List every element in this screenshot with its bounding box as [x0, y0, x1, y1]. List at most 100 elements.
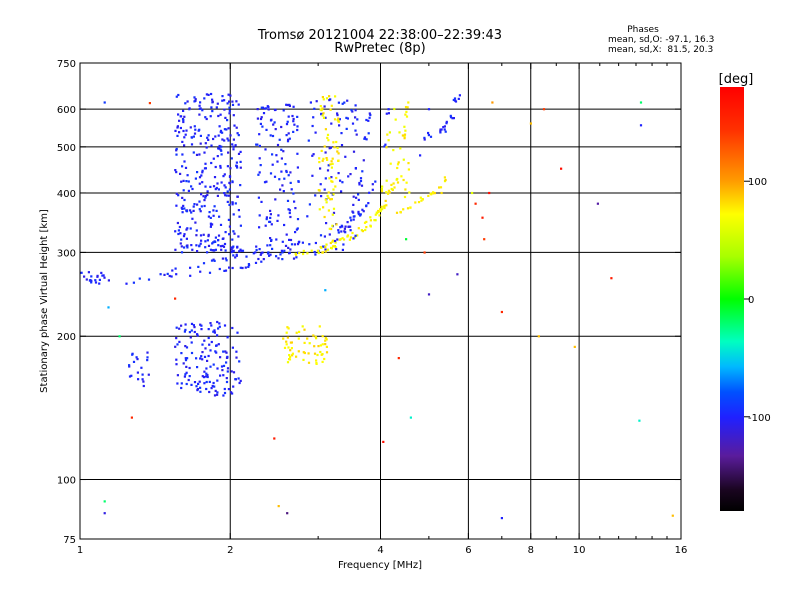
echo-point	[200, 355, 203, 358]
echo-point	[427, 293, 431, 296]
echo-point	[356, 234, 359, 237]
echo-point	[352, 203, 355, 206]
echo-point	[218, 215, 221, 218]
echo-point	[474, 202, 477, 205]
echo-point	[259, 122, 262, 125]
echo-point	[331, 157, 334, 160]
echo-point	[231, 203, 234, 206]
x-tick-label: 2	[227, 545, 233, 556]
echo-point	[280, 249, 283, 252]
echo-point	[295, 253, 298, 256]
echo-point	[212, 157, 215, 160]
echo-point	[205, 146, 208, 149]
echo-point	[387, 108, 390, 111]
echo-point	[229, 94, 232, 97]
echo-point	[268, 220, 271, 223]
echo-point	[269, 209, 272, 212]
echo-point	[262, 112, 266, 115]
echo-point	[291, 354, 294, 357]
echo-point	[347, 225, 350, 228]
echo-point	[178, 119, 181, 122]
echo-point	[341, 181, 344, 184]
echo-point	[451, 117, 454, 120]
echo-point	[201, 181, 204, 184]
echo-point	[230, 370, 233, 373]
echo-point	[199, 234, 203, 237]
echo-point	[209, 216, 212, 219]
echo-point	[445, 120, 448, 123]
echo-point	[340, 190, 343, 193]
echo-point	[282, 150, 285, 153]
echo-point	[423, 251, 426, 254]
echo-point	[350, 219, 353, 222]
echo-point	[297, 350, 300, 353]
echo-point	[286, 103, 289, 107]
echo-point	[136, 371, 139, 374]
echo-point	[227, 218, 230, 221]
echo-point	[189, 274, 192, 277]
echo-point	[321, 360, 324, 363]
echo-point	[308, 342, 311, 345]
echo-point	[200, 205, 203, 208]
echo-point	[363, 137, 366, 140]
echo-point	[201, 109, 204, 112]
echo-point	[135, 356, 138, 359]
echo-point	[352, 150, 356, 153]
echo-point	[271, 163, 274, 166]
echo-point	[223, 242, 227, 246]
echo-point	[98, 282, 101, 285]
echo-point	[218, 267, 221, 271]
echo-point	[175, 95, 178, 98]
gridlines	[80, 63, 681, 539]
echo-point	[291, 352, 294, 355]
echo-point	[214, 135, 217, 138]
echo-point	[204, 185, 207, 188]
echo-point	[190, 136, 194, 139]
echo-point	[146, 359, 149, 362]
echo-point	[377, 211, 380, 214]
echo-point	[324, 246, 327, 249]
echo-point	[203, 199, 206, 202]
echo-point	[195, 357, 198, 360]
echo-point	[220, 365, 224, 368]
echo-point	[278, 138, 281, 141]
echo-point	[334, 241, 337, 244]
echo-point	[176, 382, 179, 385]
echo-point	[147, 373, 150, 376]
echo-point	[190, 351, 194, 355]
echo-point	[311, 154, 314, 157]
echo-point	[296, 166, 299, 169]
echo-point	[183, 233, 186, 236]
echo-point	[279, 188, 282, 191]
echo-point	[326, 169, 330, 172]
echo-point	[208, 271, 212, 274]
echo-point	[141, 373, 144, 376]
echo-point	[199, 210, 202, 213]
echo-point	[184, 133, 187, 136]
echo-point	[220, 153, 223, 156]
echo-point	[357, 198, 360, 201]
y-tick-label: 600	[57, 105, 76, 116]
echo-point	[216, 194, 219, 197]
echo-point	[327, 139, 330, 142]
echo-point	[328, 233, 331, 236]
echo-point	[211, 249, 214, 252]
echo-point	[336, 114, 339, 117]
echo-point	[352, 237, 355, 240]
echo-point	[195, 234, 198, 237]
echo-point	[205, 117, 208, 121]
echo-point	[201, 375, 204, 378]
echo-point	[168, 274, 171, 278]
echo-point	[392, 182, 395, 185]
echo-point	[321, 107, 324, 110]
echo-point	[90, 281, 93, 284]
echo-point	[225, 377, 228, 380]
echo-point	[408, 191, 411, 194]
echo-point	[228, 203, 231, 206]
echo-point	[254, 261, 258, 264]
echo-point	[217, 114, 220, 118]
echo-point	[238, 381, 241, 385]
echo-point	[190, 383, 193, 386]
echo-point	[196, 203, 199, 206]
echo-point	[181, 165, 184, 168]
